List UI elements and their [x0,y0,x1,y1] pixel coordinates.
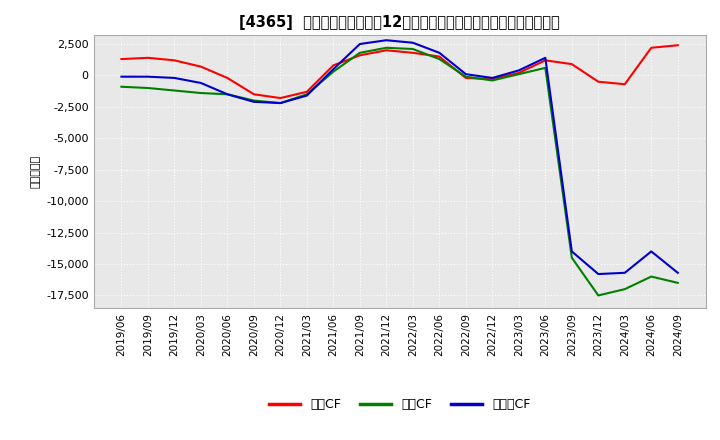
営業CF [435,54,444,59]
投資CF [117,84,126,89]
フリーCF [673,270,682,275]
投資CF [408,46,417,51]
投資CF [567,255,576,260]
営業CF [462,75,470,81]
営業CF [356,53,364,58]
営業CF [170,58,179,63]
投資CF [329,69,338,74]
投資CF [302,92,311,97]
フリーCF [143,74,152,79]
投資CF [488,78,497,83]
投資CF [276,100,284,106]
Line: 投資CF: 投資CF [122,48,678,295]
営業CF [302,89,311,95]
投資CF [621,286,629,292]
営業CF [594,79,603,84]
営業CF [197,64,205,69]
フリーCF [250,99,258,104]
Line: 営業CF: 営業CF [122,45,678,98]
営業CF [515,70,523,76]
営業CF [408,50,417,55]
フリーCF [356,41,364,47]
投資CF [197,90,205,95]
投資CF [143,85,152,91]
投資CF [541,65,549,70]
Line: フリーCF: フリーCF [122,40,678,274]
Legend: 営業CF, 投資CF, フリーCF: 営業CF, 投資CF, フリーCF [264,393,535,416]
営業CF [223,75,232,81]
フリーCF [647,249,656,254]
フリーCF [276,100,284,106]
営業CF [250,92,258,97]
営業CF [117,56,126,62]
営業CF [276,95,284,101]
営業CF [567,62,576,67]
フリーCF [329,66,338,72]
投資CF [462,74,470,79]
投資CF [515,72,523,77]
投資CF [435,56,444,62]
営業CF [488,77,497,82]
Y-axis label: （百万円）: （百万円） [30,155,40,188]
フリーCF [515,68,523,73]
Title: [4365]  キャッシュフローの12か月移動合計の対前年同期増減額の推移: [4365] キャッシュフローの12か月移動合計の対前年同期増減額の推移 [239,15,560,30]
フリーCF [223,92,232,97]
営業CF [673,43,682,48]
フリーCF [302,93,311,98]
フリーCF [197,81,205,86]
フリーCF [382,37,391,43]
営業CF [143,55,152,60]
投資CF [223,92,232,97]
投資CF [673,280,682,286]
営業CF [541,58,549,63]
投資CF [356,50,364,55]
投資CF [594,293,603,298]
営業CF [329,63,338,68]
投資CF [250,98,258,103]
フリーCF [567,249,576,254]
フリーCF [541,55,549,60]
フリーCF [435,50,444,55]
フリーCF [170,75,179,81]
営業CF [621,81,629,87]
投資CF [382,45,391,51]
営業CF [382,48,391,53]
フリーCF [117,74,126,79]
フリーCF [621,270,629,275]
投資CF [170,88,179,93]
フリーCF [462,72,470,77]
フリーCF [594,271,603,277]
フリーCF [488,75,497,81]
投資CF [647,274,656,279]
フリーCF [408,40,417,45]
営業CF [647,45,656,51]
